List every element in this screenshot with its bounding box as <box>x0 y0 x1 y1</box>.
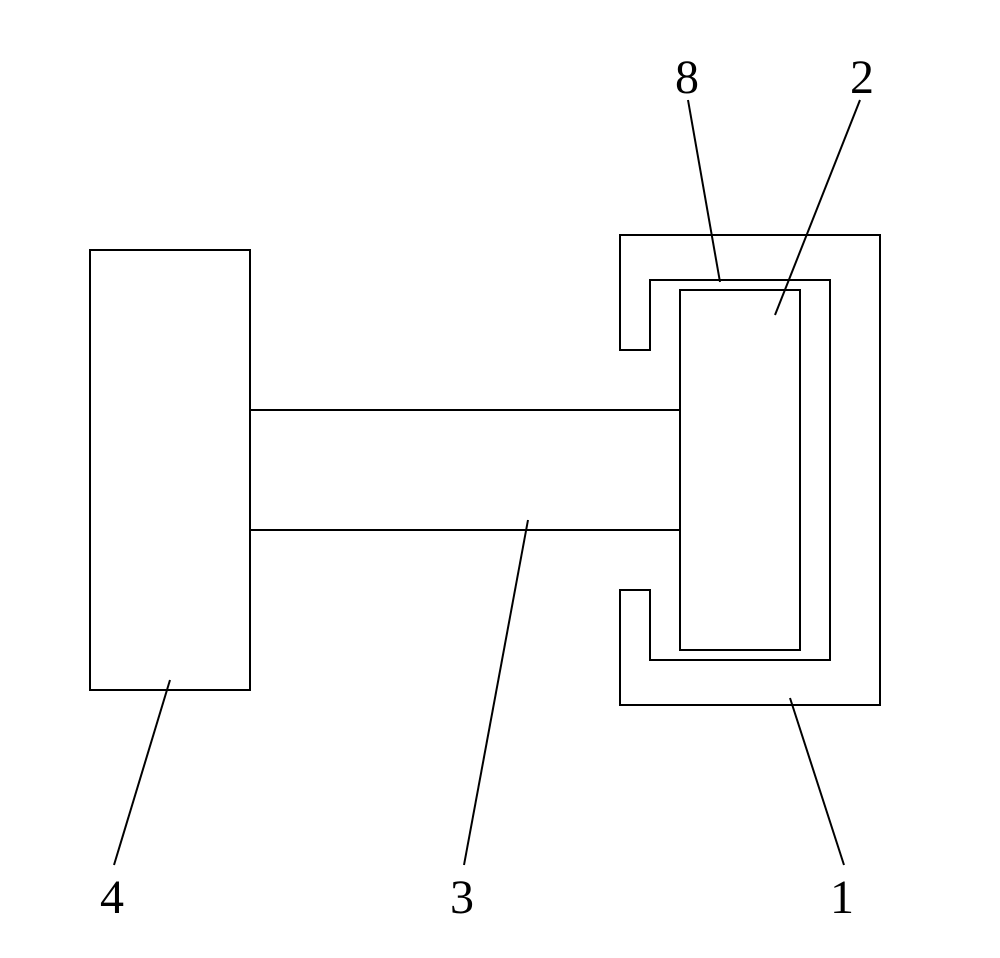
callout-3: 3 <box>450 870 474 925</box>
leader-ld1 <box>790 698 844 865</box>
leader-ld4 <box>114 680 170 865</box>
leader-ld3 <box>464 520 528 865</box>
part-4 <box>90 250 250 690</box>
diagram-canvas <box>0 0 1000 958</box>
leader-ld8 <box>688 100 720 282</box>
part-2 <box>680 290 800 650</box>
callout-2: 2 <box>850 50 874 105</box>
part-1 <box>620 235 880 705</box>
callout-1: 1 <box>830 870 854 925</box>
callout-8: 8 <box>675 50 699 105</box>
callout-4: 4 <box>100 870 124 925</box>
leader-ld2 <box>775 100 860 315</box>
